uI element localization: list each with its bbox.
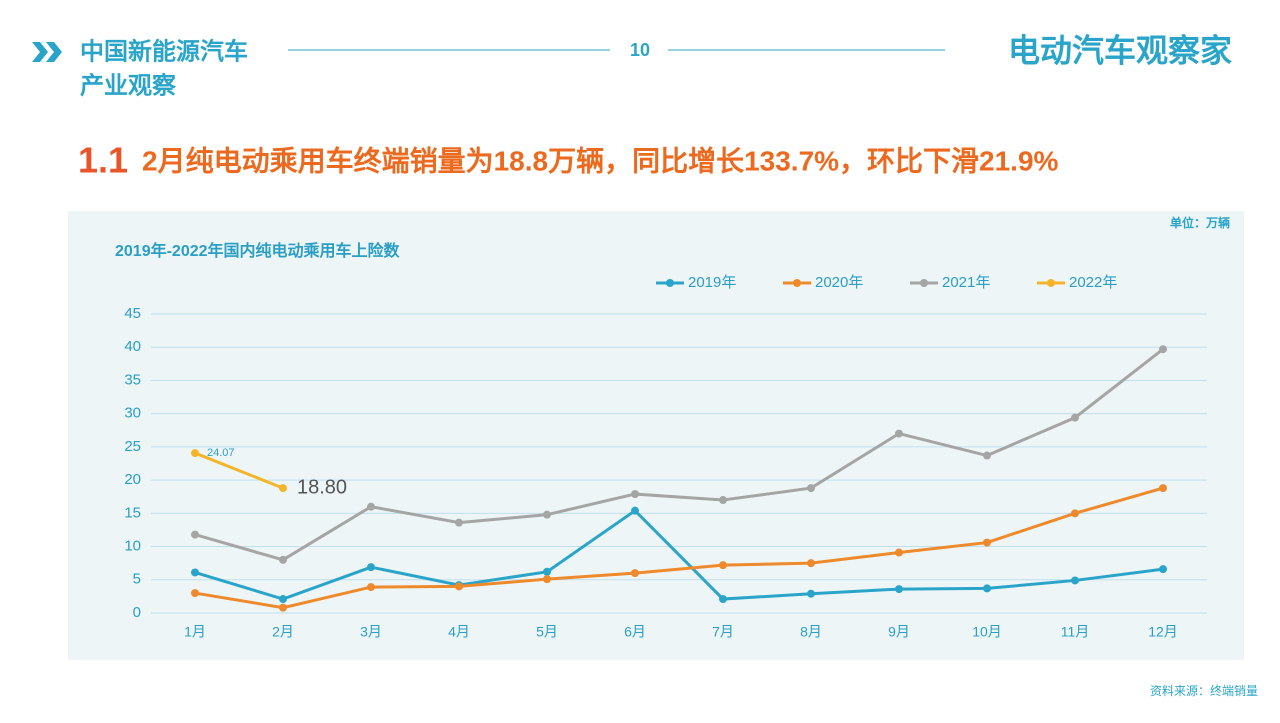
data-point bbox=[367, 563, 375, 572]
series-line bbox=[194, 486, 1164, 610]
data-point bbox=[367, 583, 375, 592]
legend-label: 2020年 bbox=[815, 274, 863, 291]
data-point bbox=[719, 496, 727, 505]
series-line bbox=[194, 348, 1164, 562]
x-tick-label: 6月 bbox=[624, 624, 646, 640]
data-point bbox=[1159, 345, 1167, 354]
data-point bbox=[191, 530, 199, 539]
data-point bbox=[191, 568, 199, 577]
data-point bbox=[631, 569, 639, 578]
data-point bbox=[719, 595, 727, 604]
source: 资料来源：终端销量 bbox=[1150, 683, 1258, 698]
legend-swatch bbox=[1047, 279, 1055, 287]
legend-label: 2019年 bbox=[688, 274, 736, 291]
y-tick-label: 5 bbox=[133, 571, 141, 588]
chevron-icon bbox=[32, 42, 62, 62]
data-point bbox=[367, 502, 375, 511]
legend-swatch bbox=[920, 279, 928, 287]
data-point bbox=[1071, 413, 1079, 422]
x-tick-label: 3月 bbox=[360, 624, 382, 640]
data-point bbox=[279, 484, 287, 493]
y-tick-label: 45 bbox=[124, 305, 141, 322]
y-tick-label: 0 bbox=[133, 604, 141, 621]
x-tick-label: 2月 bbox=[272, 624, 294, 640]
data-point bbox=[455, 518, 463, 527]
legend-label: 2022年 bbox=[1069, 274, 1117, 291]
data-point bbox=[895, 429, 903, 438]
data-label: 24.07 bbox=[207, 447, 235, 459]
data-point bbox=[1071, 576, 1079, 585]
y-tick-label: 30 bbox=[124, 405, 141, 422]
data-point bbox=[1071, 509, 1079, 518]
legend-swatch bbox=[666, 279, 674, 287]
data-point bbox=[1159, 484, 1167, 493]
data-point bbox=[543, 567, 551, 576]
data-point bbox=[807, 484, 815, 493]
x-tick-label: 11月 bbox=[1061, 624, 1090, 640]
x-tick-label: 7月 bbox=[712, 624, 734, 640]
page-number: 10 bbox=[630, 40, 650, 60]
legend-swatch bbox=[793, 279, 801, 287]
x-tick-label: 9月 bbox=[888, 624, 910, 640]
x-tick-label: 5月 bbox=[536, 624, 558, 640]
heading-text: 2月纯电动乘用车终端销量为18.8万辆，同比增长133.7%，环比下滑21.9% bbox=[142, 144, 1059, 176]
chart-title: 2019年-2022年国内纯电动乘用车上险数 bbox=[115, 241, 401, 260]
y-tick-label: 15 bbox=[124, 504, 141, 521]
header-title: 产业观察 bbox=[80, 71, 177, 99]
y-tick-label: 25 bbox=[124, 438, 141, 455]
data-point bbox=[279, 603, 287, 612]
data-point bbox=[191, 449, 199, 458]
data-point bbox=[279, 595, 287, 604]
chart-panel bbox=[68, 211, 1244, 660]
data-point bbox=[543, 510, 551, 519]
legend-label: 2021年 bbox=[942, 274, 990, 291]
x-tick-label: 1月 bbox=[184, 624, 206, 640]
data-point bbox=[543, 575, 551, 584]
series-line bbox=[194, 451, 284, 490]
data-point bbox=[983, 584, 991, 593]
x-tick-label: 12月 bbox=[1148, 624, 1178, 640]
y-tick-label: 35 bbox=[124, 371, 141, 388]
data-label: 18.80 bbox=[297, 476, 347, 498]
data-point bbox=[631, 506, 639, 515]
y-tick-label: 20 bbox=[124, 471, 141, 488]
data-point bbox=[279, 555, 287, 564]
heading-number: 1.1 bbox=[78, 140, 128, 181]
data-point bbox=[719, 561, 727, 570]
data-point bbox=[1159, 565, 1167, 574]
x-tick-label: 10月 bbox=[972, 624, 1002, 640]
data-point bbox=[895, 548, 903, 557]
data-point bbox=[807, 559, 815, 568]
data-point bbox=[807, 589, 815, 598]
brand: 电动汽车观察家 bbox=[1008, 32, 1232, 68]
data-point bbox=[631, 490, 639, 499]
data-point bbox=[895, 585, 903, 594]
x-tick-label: 8月 bbox=[800, 624, 822, 640]
unit-label: 单位：万辆 bbox=[1170, 215, 1230, 230]
data-point bbox=[455, 582, 463, 591]
x-tick-label: 4月 bbox=[448, 624, 470, 640]
data-point bbox=[983, 451, 991, 460]
header-title: 中国新能源汽车 bbox=[80, 37, 248, 65]
y-tick-label: 40 bbox=[124, 338, 141, 355]
y-tick-label: 10 bbox=[124, 538, 141, 555]
series-line bbox=[194, 508, 1164, 601]
data-point bbox=[191, 589, 199, 598]
data-point bbox=[983, 538, 991, 547]
